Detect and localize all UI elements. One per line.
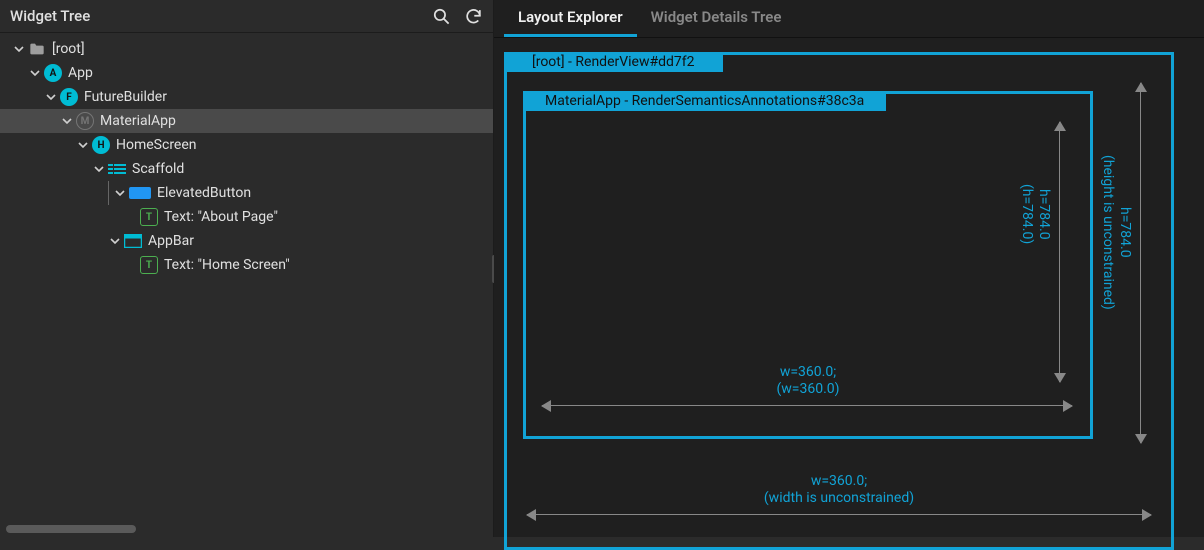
future-icon: F: [60, 88, 78, 106]
tree-node-label: Text: "Home Screen": [164, 257, 290, 273]
chevron-down-icon[interactable]: [28, 66, 42, 80]
chevron-down-icon[interactable]: [44, 90, 58, 104]
appbar-icon: [124, 232, 142, 250]
inner-height-label: h=784.0(h=784.0): [1018, 184, 1052, 244]
inner-render-title: MaterialApp - RenderSemanticsAnnotations…: [523, 91, 886, 111]
chevron-down-icon[interactable]: [60, 114, 74, 128]
outer-render-box[interactable]: [root] - RenderView#dd7f2 MaterialApp - …: [504, 52, 1174, 550]
refresh-icon[interactable]: [463, 6, 483, 26]
tree-row[interactable]: T Text: "About Page": [0, 205, 493, 229]
tree-node-label: Scaffold: [132, 161, 184, 177]
chevron-down-icon[interactable]: [76, 138, 90, 152]
outer-height-arrow: [1140, 83, 1142, 443]
tree-node-label: FutureBuilder: [84, 89, 167, 105]
text-icon: T: [140, 256, 158, 274]
chevron-down-icon[interactable]: [108, 234, 122, 248]
button-icon: [129, 187, 151, 199]
layout-explorer-panel: Layout Explorer Widget Details Tree [roo…: [494, 0, 1204, 537]
chevron-down-icon[interactable]: [113, 186, 127, 200]
inner-width-arrow: [542, 405, 1072, 407]
inner-width-label: w=360.0;(w=360.0): [526, 364, 1090, 398]
outer-height-label: h=784.0(height is unconstrained): [1099, 155, 1133, 310]
outer-width-arrow: [527, 514, 1151, 516]
tree-node-label: Text: "About Page": [164, 209, 278, 225]
tree-node-label: ElevatedButton: [157, 185, 251, 201]
inner-height-arrow: [1059, 122, 1061, 382]
home-icon: H: [92, 136, 110, 154]
tab-widget-details-tree[interactable]: Widget Details Tree: [637, 0, 796, 37]
widget-tree-panel: Widget Tree [root] A App F FutureBuilder M Mat…: [0, 0, 494, 537]
tab-layout-explorer[interactable]: Layout Explorer: [504, 0, 637, 37]
panel-actions: [431, 6, 483, 26]
horizontal-scrollbar[interactable]: [6, 525, 136, 533]
material-icon: M: [76, 112, 94, 130]
tree-row[interactable]: T Text: "Home Screen": [0, 253, 493, 277]
chevron-down-icon[interactable]: [92, 162, 106, 176]
outer-render-title: [root] - RenderView#dd7f2: [504, 52, 723, 72]
widget-tree[interactable]: [root] A App F FutureBuilder M MaterialApp H Hom…: [0, 33, 493, 537]
scaffold-icon: [108, 160, 126, 178]
tree-row[interactable]: Scaffold: [0, 157, 493, 181]
tree-row[interactable]: A App: [0, 61, 493, 85]
chevron-placeholder: [124, 210, 138, 224]
panel-title: Widget Tree: [10, 7, 90, 25]
tree-row[interactable]: F FutureBuilder: [0, 85, 493, 109]
tree-row[interactable]: H HomeScreen: [0, 133, 493, 157]
tree-node-label: [root]: [52, 41, 85, 57]
chevron-placeholder: [124, 258, 138, 272]
text-icon: T: [140, 208, 158, 226]
tree-node-label: HomeScreen: [116, 137, 197, 153]
outer-width-label: w=360.0;(width is unconstrained): [507, 473, 1171, 507]
tree-row[interactable]: ElevatedButton: [0, 181, 493, 205]
tabbar: Layout Explorer Widget Details Tree: [494, 0, 1204, 38]
tree-row[interactable]: AppBar: [0, 229, 493, 253]
tree-node-label: AppBar: [148, 233, 194, 249]
layout-canvas: [root] - RenderView#dd7f2 MaterialApp - …: [494, 38, 1204, 537]
tree-row[interactable]: M MaterialApp: [0, 109, 493, 133]
tree-node-label: MaterialApp: [100, 113, 176, 129]
app-icon: A: [44, 64, 62, 82]
folder-icon: [28, 40, 46, 58]
chevron-down-icon[interactable]: [12, 42, 26, 56]
search-icon[interactable]: [431, 6, 451, 26]
panel-header: Widget Tree: [0, 0, 493, 33]
tree-node-label: App: [68, 65, 93, 81]
inner-render-box[interactable]: MaterialApp - RenderSemanticsAnnotations…: [523, 91, 1093, 439]
tree-row[interactable]: [root]: [0, 37, 493, 61]
